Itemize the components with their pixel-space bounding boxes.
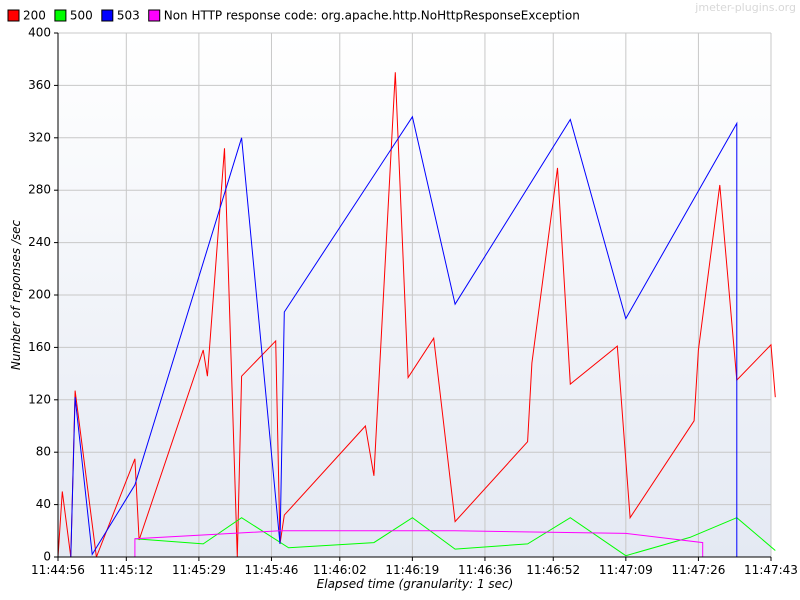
legend-label: 200 [23, 9, 46, 23]
y-tick-label: 40 [36, 497, 51, 511]
series-line-0 [57, 72, 776, 558]
series-line-1 [134, 517, 776, 557]
y-tick-label: 320 [28, 130, 51, 144]
x-tick-label: 11:46:36 [458, 563, 512, 577]
legend-label: Non HTTP response code: org.apache.http.… [164, 9, 580, 23]
x-tick-label: 11:47:26 [671, 563, 725, 577]
grid-lines [58, 32, 772, 557]
y-tick-label: 400 [28, 26, 51, 40]
y-tick-label: 280 [28, 183, 51, 197]
y-tick-label: 0 [43, 550, 51, 564]
y-axis-ticks: 0 40 80 120 160 200 240 280 320 360 400 [28, 26, 58, 564]
legend-swatch [148, 9, 161, 22]
legend: 200 500 503 Non HTTP response code: org.apa… [7, 9, 580, 23]
legend-label: 500 [70, 9, 93, 23]
series-group [57, 72, 776, 558]
y-tick-label: 80 [36, 445, 51, 459]
x-tick-label: 11:45:12 [99, 563, 153, 577]
y-tick-label: 360 [28, 78, 51, 92]
y-tick-label: 120 [28, 392, 51, 406]
x-tick-label: 11:45:29 [172, 563, 226, 577]
x-tick-label: 11:47:09 [599, 563, 653, 577]
legend-swatch [7, 9, 20, 22]
series-line-2 [70, 115, 738, 558]
y-tick-label: 200 [28, 288, 51, 302]
legend-label: 503 [117, 9, 140, 23]
y-axis-title: Number of reponses /sec [9, 219, 23, 370]
watermark: jmeter-plugins.org [694, 1, 796, 14]
y-tick-label: 240 [28, 235, 51, 249]
legend-swatch [54, 9, 67, 22]
x-axis-ticks: 11:44:56 11:45:12 11:45:29 11:45:46 11:46:02… [31, 557, 798, 577]
x-tick-label: 11:45:46 [245, 563, 299, 577]
series-line-3 [134, 530, 704, 557]
y-tick-label: 160 [28, 340, 51, 354]
x-axis-title: Elapsed time (granularity: 1 sec) [317, 577, 514, 591]
x-tick-label: 11:44:56 [31, 563, 85, 577]
legend-swatch [101, 9, 114, 22]
x-tick-label: 11:46:02 [313, 563, 367, 577]
x-tick-label: 11:46:19 [385, 563, 439, 577]
x-tick-label: 11:47:43 [744, 563, 798, 577]
x-tick-label: 11:46:52 [526, 563, 580, 577]
